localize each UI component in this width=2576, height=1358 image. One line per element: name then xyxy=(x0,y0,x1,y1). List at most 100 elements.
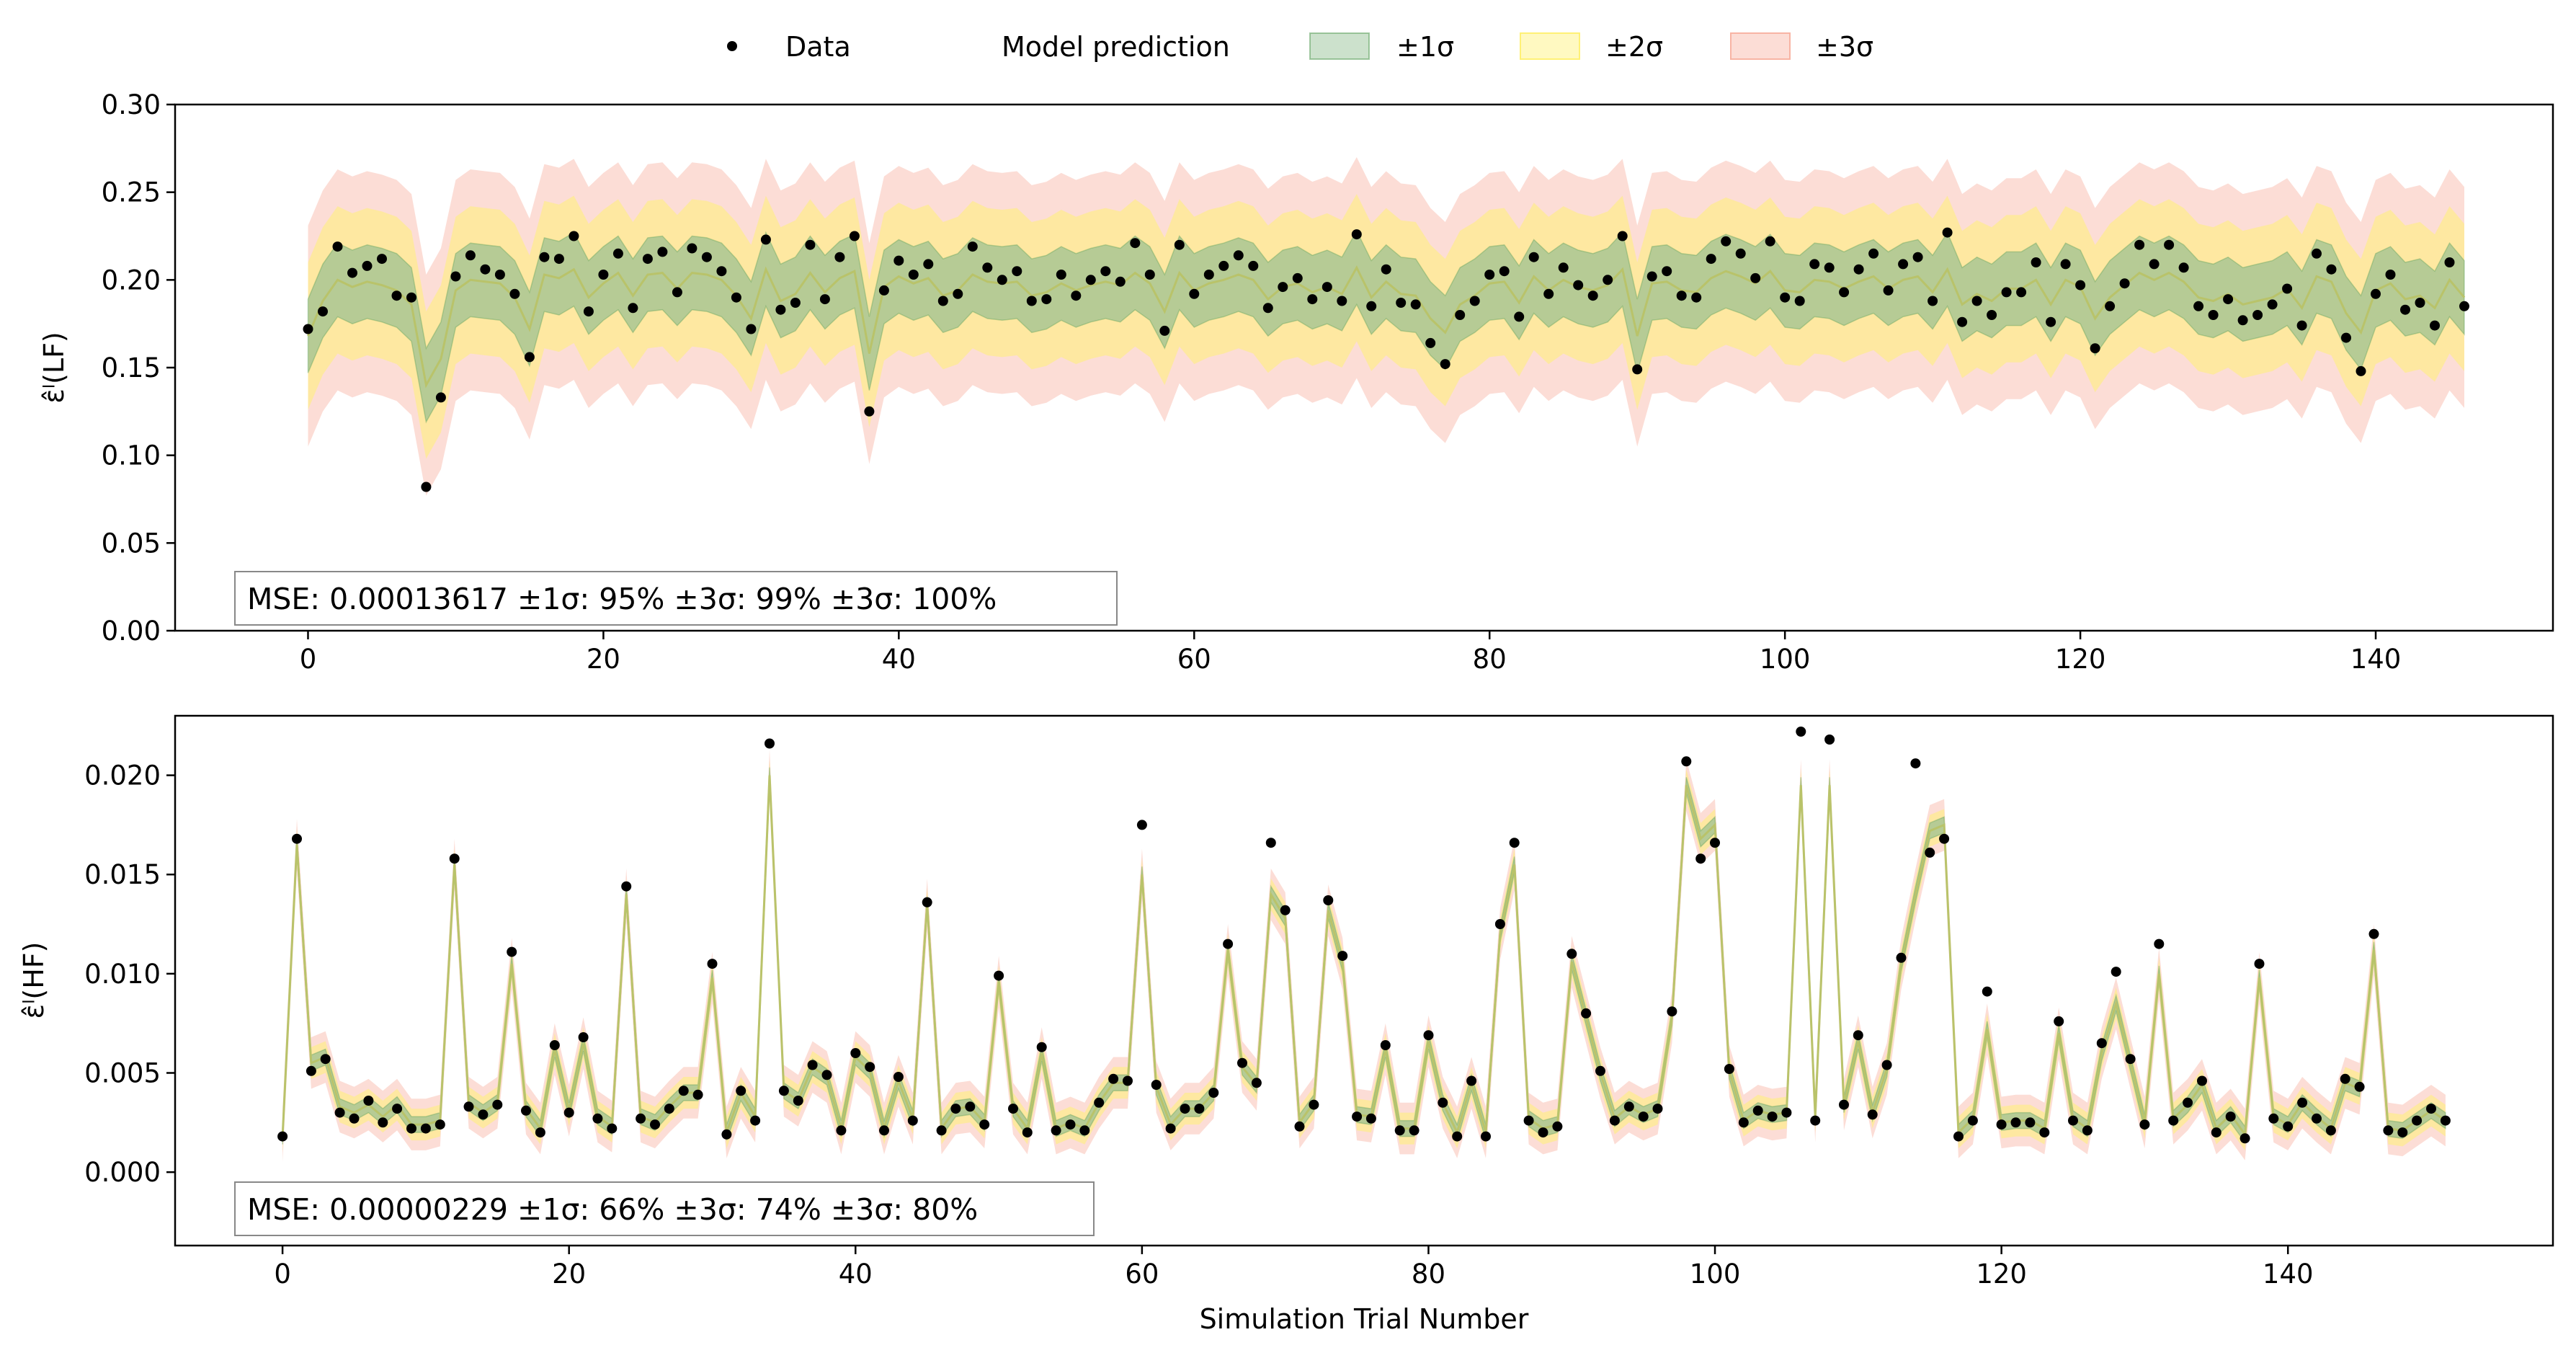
data-points-lf xyxy=(303,227,2469,492)
legend-sigma2-swatch xyxy=(1520,32,1580,60)
prediction-path-hf xyxy=(281,775,2446,1137)
legend: Data Model prediction ±1σ ±2σ ±3σ xyxy=(727,31,1873,63)
data-point xyxy=(1912,252,1923,262)
data-point xyxy=(1352,1111,1363,1122)
data-point xyxy=(628,303,638,314)
legend-data-marker xyxy=(727,41,737,51)
data-point xyxy=(1603,275,1613,285)
data-point xyxy=(1174,239,1185,250)
data-point xyxy=(1278,282,1288,293)
data-point xyxy=(2168,1115,2179,1126)
data-point xyxy=(2001,287,2012,298)
prediction-line-lf xyxy=(307,265,2466,389)
data-point xyxy=(1189,288,1200,299)
data-point xyxy=(664,1104,674,1114)
data-point xyxy=(1839,287,1850,298)
data-point xyxy=(392,1104,403,1114)
data-point xyxy=(1151,1080,1162,1090)
data-point xyxy=(391,290,402,301)
data-point xyxy=(1987,310,1997,320)
data-point xyxy=(434,1119,445,1130)
data-point xyxy=(332,241,343,252)
data-point xyxy=(687,243,698,254)
data-point xyxy=(2225,1111,2236,1122)
data-point xyxy=(1796,727,1806,737)
data-point xyxy=(1452,1131,1463,1142)
mse-annotation-lf: MSE: 0.00013617 ±1σ: 95% ±3σ: 99% ±3σ: 1… xyxy=(247,582,997,616)
data-point xyxy=(1780,292,1791,303)
data-point xyxy=(583,306,594,317)
data-point xyxy=(1967,1115,1978,1126)
data-point xyxy=(1280,905,1291,915)
legend-sigma2-label: ±2σ xyxy=(1605,31,1663,63)
data-point xyxy=(2082,1125,2093,1136)
data-point xyxy=(2430,320,2440,331)
data-point xyxy=(1910,758,1921,769)
data-point xyxy=(1632,364,1643,375)
y-tick-label: 0.10 xyxy=(102,440,161,471)
y-ticks-hf: 0.000 0.005 0.010 0.015 0.020 xyxy=(84,760,175,1188)
data-point xyxy=(2340,1073,2350,1084)
data-point xyxy=(1056,270,1066,280)
x-tick-label: 20 xyxy=(587,644,620,675)
data-point xyxy=(1423,1030,1434,1041)
data-point xyxy=(1440,359,1450,370)
data-point xyxy=(864,406,875,417)
x-tick-label: 0 xyxy=(274,1259,291,1290)
data-point xyxy=(1455,310,1466,320)
data-point xyxy=(1366,301,1377,311)
data-point xyxy=(1036,1042,1047,1052)
data-point xyxy=(569,231,579,241)
data-point xyxy=(2254,959,2265,969)
data-point xyxy=(2239,1133,2250,1144)
data-point xyxy=(1587,290,1598,301)
data-point xyxy=(692,1089,703,1100)
x-tick-label: 80 xyxy=(1412,1259,1445,1290)
y-tick-label: 0.000 xyxy=(84,1157,161,1188)
x-tick-label: 100 xyxy=(1760,644,1811,675)
data-point xyxy=(760,234,771,245)
data-point xyxy=(1309,1099,1319,1110)
data-point xyxy=(707,959,718,969)
data-point xyxy=(849,231,860,241)
data-point xyxy=(1867,1109,1878,1120)
data-point xyxy=(1194,1104,1205,1114)
data-point xyxy=(908,270,919,280)
data-point xyxy=(1322,282,1332,293)
legend-sigma3-label: ±3σ xyxy=(1816,31,1873,63)
data-point xyxy=(478,1109,489,1120)
data-point xyxy=(480,264,491,275)
data-point xyxy=(1706,254,1716,265)
data-point xyxy=(1646,271,1657,282)
data-point xyxy=(1115,276,1126,287)
data-point xyxy=(1323,895,1334,905)
data-point xyxy=(2400,304,2410,315)
data-point xyxy=(1868,248,1879,259)
data-point xyxy=(2385,270,2396,280)
data-point xyxy=(494,270,505,280)
data-point xyxy=(2096,1038,2107,1049)
data-point xyxy=(701,252,712,262)
data-point xyxy=(509,288,520,299)
data-point xyxy=(2068,1115,2078,1126)
data-point xyxy=(2440,1115,2451,1126)
data-point xyxy=(1094,1097,1105,1108)
data-point xyxy=(421,481,432,492)
y-axis-label-hf: ε̂ˡ(HF) xyxy=(18,942,50,1019)
data-point xyxy=(1710,838,1720,848)
data-point xyxy=(563,1107,574,1118)
sigma1-band-lf xyxy=(307,229,2465,424)
data-point xyxy=(2325,1125,2336,1136)
data-point xyxy=(1953,1131,1964,1142)
data-point xyxy=(967,241,978,252)
data-point xyxy=(775,304,786,315)
data-point xyxy=(2211,1127,2221,1138)
data-point xyxy=(834,252,845,262)
data-point xyxy=(1396,298,1407,308)
data-point xyxy=(923,259,934,270)
y-tick-label: 0.15 xyxy=(102,352,161,383)
data-point xyxy=(1957,316,1968,327)
data-point xyxy=(1566,949,1577,959)
data-point xyxy=(1484,270,1495,280)
data-point xyxy=(2111,967,2121,977)
